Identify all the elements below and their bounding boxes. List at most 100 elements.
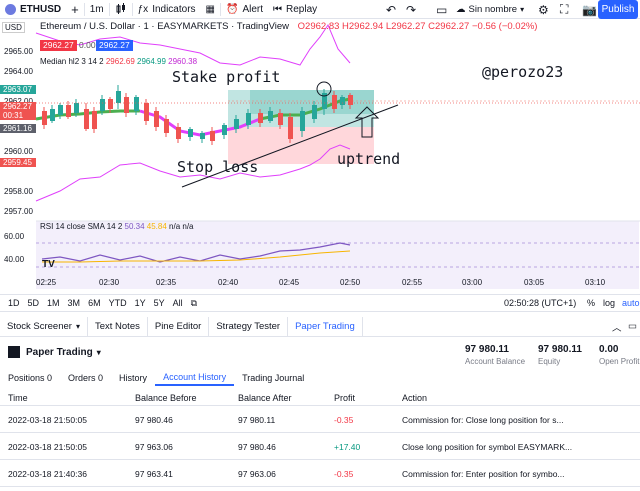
- camera-icon[interactable]: 📷: [582, 2, 597, 17]
- maximize-panel-icon[interactable]: ▭: [628, 321, 637, 332]
- table-row[interactable]: 2022-03-18 21:50:05 97 980.46 97 980.11 …: [0, 407, 640, 433]
- row-action: Close long position for symbol EASYMARK.…: [402, 442, 573, 452]
- rsi-value-2: 45.84: [146, 222, 167, 231]
- equity-label: Equity: [538, 357, 561, 366]
- indicators-button[interactable]: ƒx Indicators: [133, 0, 201, 19]
- paper-trading-header: Paper Trading ▾ 97 980.11 Account Balanc…: [0, 340, 640, 370]
- currency-label[interactable]: USD: [2, 22, 25, 33]
- circle-annotation: [316, 81, 332, 97]
- chart-title: Ethereum / U.S. Dollar · 1 · EASYMARKETS…: [40, 21, 290, 32]
- redo-icon[interactable]: ↷: [406, 2, 417, 17]
- column-header-balance-after[interactable]: Balance After: [238, 393, 292, 403]
- range-ytd[interactable]: YTD: [108, 298, 127, 308]
- tab-label: Stock Screener: [7, 321, 72, 332]
- y-axis-label: 2957.00: [4, 207, 33, 216]
- price-tag-red: 2959.45: [0, 158, 36, 167]
- row-profit: +17.40: [334, 442, 361, 452]
- range-1m[interactable]: 1M: [47, 298, 60, 308]
- tradingview-logo: TV: [42, 259, 55, 270]
- subtab-history[interactable]: History: [119, 373, 148, 383]
- column-header-action[interactable]: Action: [402, 393, 428, 403]
- tab-text-notes[interactable]: Text Notes: [88, 316, 148, 337]
- alarm-clock-icon: ⏰: [226, 3, 239, 15]
- rsi-axis-label: 60.00: [4, 232, 25, 241]
- table-row[interactable]: 2022-03-18 21:40:36 97 963.41 97 963.06 …: [0, 461, 640, 487]
- publish-button[interactable]: Publish: [598, 0, 638, 19]
- arrow-annotation: [354, 106, 380, 138]
- interval-button[interactable]: 1m: [89, 3, 104, 15]
- subtab-trading-journal[interactable]: Trading Journal: [242, 373, 305, 383]
- range-1y[interactable]: 1Y: [134, 298, 146, 308]
- divider: [220, 2, 221, 16]
- row-profit: -0.35: [334, 415, 354, 425]
- calendar-icon[interactable]: ⧉: [190, 297, 198, 308]
- candle-style-icon[interactable]: [110, 0, 132, 19]
- column-header-time[interactable]: Time: [8, 393, 28, 403]
- column-header-balance-before[interactable]: Balance Before: [135, 393, 197, 403]
- upper-band: [35, 23, 351, 66]
- row-balance-before: 97 963.41: [135, 469, 173, 479]
- auto-toggle[interactable]: auto: [622, 298, 640, 308]
- column-header-profit[interactable]: Profit: [334, 393, 356, 403]
- indicator-value-2: 2964.99: [137, 57, 166, 66]
- open-profit-value: 0.00: [599, 344, 619, 355]
- layout-name-button[interactable]: ☁ Sin nombre ▾: [456, 0, 524, 19]
- price-chart[interactable]: TV: [0, 19, 640, 291]
- uptrend-annotation: uptrend: [337, 150, 401, 168]
- range-5y[interactable]: 5Y: [153, 298, 165, 308]
- symbol-search-button[interactable]: ETHUSD: [0, 0, 66, 19]
- row-time: 2022-03-18 21:50:05: [8, 442, 87, 452]
- log-toggle[interactable]: log: [603, 298, 616, 308]
- paper-trading-logo-icon: [8, 346, 20, 358]
- author-annotation: @perozo23: [482, 63, 564, 81]
- tab-pine-editor[interactable]: Pine Editor: [148, 316, 210, 337]
- range-3m[interactable]: 3M: [67, 298, 81, 308]
- time-label: 02:55: [402, 278, 423, 287]
- templates-icon[interactable]: ▦: [205, 3, 215, 15]
- alert-button[interactable]: ⏰ Alert: [221, 0, 268, 19]
- time-axis[interactable]: 02:25 02:30 02:35 02:40 02:45 02:50 02:5…: [0, 278, 640, 290]
- percent-toggle[interactable]: %: [587, 298, 596, 308]
- open-profit-label: Open Profit: [599, 357, 640, 366]
- layout-icon[interactable]: ▭: [436, 2, 448, 17]
- fullscreen-icon[interactable]: ⛶: [560, 2, 569, 16]
- table-row[interactable]: 2022-03-18 21:50:05 97 963.06 97 980.46 …: [0, 434, 640, 460]
- range-5d[interactable]: 5D: [27, 298, 40, 308]
- add-symbol-button[interactable]: +: [71, 1, 79, 17]
- indicator-value-1: 2962.69: [105, 57, 135, 66]
- ohlc-values: O2962.83 H2962.94 L2962.27 C2962.27 −0.5…: [297, 21, 538, 32]
- row-balance-after: 97 980.11: [238, 415, 276, 425]
- replay-button[interactable]: ⏮ Replay: [268, 0, 322, 19]
- price-tag-green: 2963.07: [0, 85, 36, 94]
- account-balance-label: Account Balance: [465, 357, 526, 366]
- subtab-account-history[interactable]: Account History: [155, 370, 235, 386]
- indicator-legend: Median hl2 3 14 2 2962.69 2964.99 2960.3…: [40, 57, 197, 66]
- subtab-positions[interactable]: Positions 0: [8, 373, 53, 383]
- stop-loss-annotation: Stop loss: [177, 158, 259, 176]
- rsi-axis-label: 40.00: [4, 255, 25, 264]
- replay-icon: ⏮: [273, 3, 283, 15]
- range-all[interactable]: All: [172, 298, 183, 308]
- range-1d[interactable]: 1D: [8, 298, 20, 308]
- range-6m[interactable]: 6M: [88, 298, 101, 308]
- equity: 97 980.11 Equity: [538, 344, 582, 366]
- buy-button[interactable]: 2962.27: [96, 40, 133, 51]
- subtab-orders[interactable]: Orders 0: [68, 373, 104, 383]
- spread-value: 0.00: [79, 40, 96, 50]
- account-subtabs: Positions 0 Orders 0 History Account His…: [0, 370, 640, 386]
- equity-value: 97 980.11: [538, 344, 582, 355]
- clock-display[interactable]: 02:50:28 (UTC+1): [504, 298, 577, 308]
- broker-selector[interactable]: Paper Trading ▾: [8, 346, 101, 358]
- undo-icon[interactable]: ↶: [386, 2, 397, 17]
- y-axis-label: 2962.00: [4, 97, 33, 106]
- collapse-panel-icon[interactable]: ︿: [612, 322, 622, 334]
- sell-button[interactable]: 2962.27: [40, 40, 77, 51]
- tab-paper-trading[interactable]: Paper Trading: [288, 316, 363, 337]
- rsi-sma-line: [42, 250, 351, 263]
- tab-strategy-tester[interactable]: Strategy Tester: [209, 316, 289, 337]
- price-tag-current: 2962.27: [0, 102, 36, 111]
- gear-icon[interactable]: ⚙: [538, 2, 549, 17]
- top-toolbar: ETHUSD + 1m ƒx Indicators ▦ ⏰ Alert ⏮ Re…: [0, 0, 640, 19]
- tab-stock-screener[interactable]: Stock Screener ▾: [0, 316, 88, 337]
- time-label: 02:45: [279, 278, 300, 287]
